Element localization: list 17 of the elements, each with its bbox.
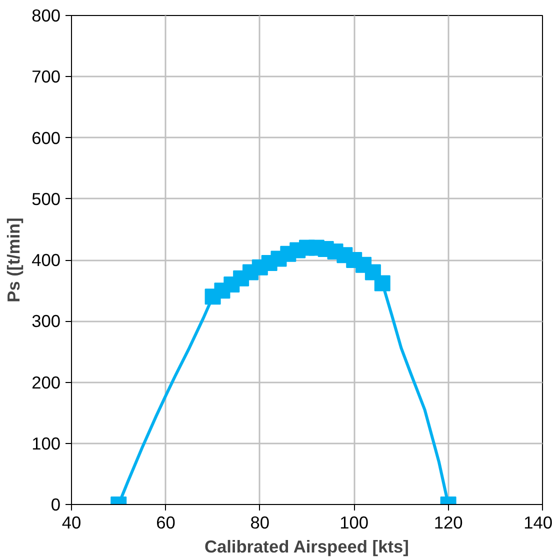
y-tick-label: 300 <box>32 311 61 332</box>
x-axis-title: Calibrated Airspeed [kts] <box>204 536 409 556</box>
y-tick-label: 200 <box>32 372 61 392</box>
y-tick-label: 800 <box>32 6 61 26</box>
y-tick-label: 0 <box>50 494 61 514</box>
y-tick-label: 100 <box>32 433 61 454</box>
x-tick-label: 40 <box>62 512 82 532</box>
x-tick-label: 100 <box>340 512 369 532</box>
x-tick-label: 120 <box>434 512 463 532</box>
y-tick-label: 400 <box>32 250 61 270</box>
y-axis-title: Ps ([t/min] <box>4 218 24 302</box>
x-tick-label: 80 <box>250 512 270 532</box>
x-tick-label: 60 <box>156 512 176 532</box>
y-tick-label: 600 <box>32 128 61 148</box>
y-tick-label: 700 <box>32 66 61 87</box>
y-tick-label: 500 <box>32 188 61 209</box>
x-tick-label: 140 <box>524 512 552 532</box>
